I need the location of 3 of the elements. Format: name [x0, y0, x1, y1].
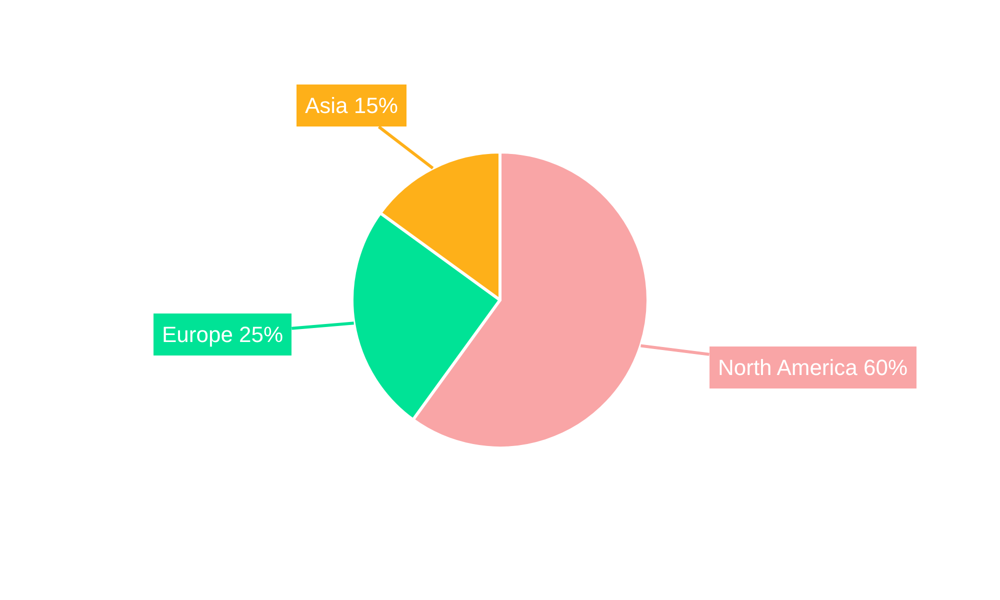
slice-label: Europe 25% — [162, 322, 284, 347]
slice-label: Asia 15% — [305, 93, 398, 118]
slice-label: North America 60% — [718, 355, 908, 380]
